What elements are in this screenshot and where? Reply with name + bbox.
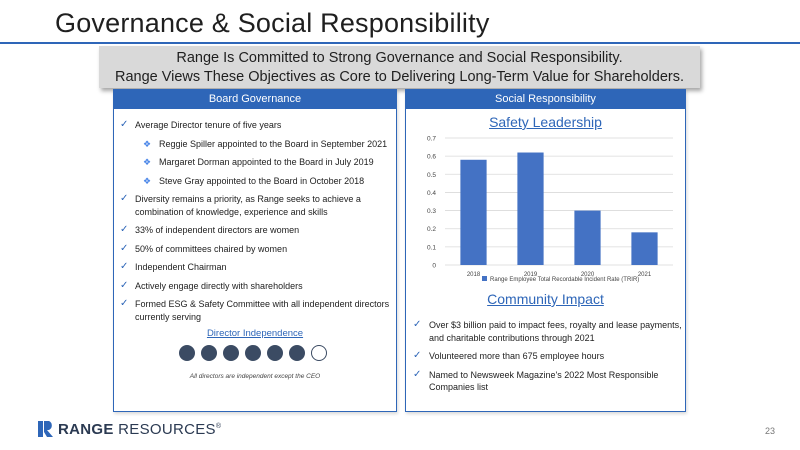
x-tick-label: 2019: [524, 272, 538, 278]
board-governance-panel: Board Governance ✓ Average Director tenu…: [113, 89, 397, 412]
check-icon: ✓: [120, 119, 129, 130]
appointment-text: Reggie Spiller appointed to the Board in…: [159, 138, 388, 149]
page-number: 23: [764, 426, 775, 436]
social-responsibility-panel: Social Responsibility Safety Leadership …: [405, 89, 686, 412]
community-item: ✓ Named to Newsweek Magazine's 2022 Most …: [406, 369, 685, 394]
check-icon: ✓: [120, 242, 129, 254]
appointment-item: ❖ Reggie Spiller appointed to the Board i…: [114, 138, 392, 151]
bar: [517, 152, 544, 265]
governance-text: Independent Chairman: [135, 262, 227, 272]
check-icon: ✓: [413, 368, 422, 380]
title-rule: [0, 42, 800, 44]
banner-line-1: Range Is Committed to Strong Governance …: [176, 50, 623, 66]
y-tick-label: 0.5: [427, 172, 436, 179]
social-responsibility-header: Social Responsibility: [406, 90, 685, 109]
governance-item: ✓ Diversity remains a priority, as Range …: [114, 193, 392, 218]
trir-chart: 0 0.1 0.2 0.3 0.4 0.5 0.6 0.7 2018 2019 2020 2021 Ra…: [411, 132, 681, 292]
tenure-item: ✓ Average Director tenure of five years: [114, 119, 392, 132]
appointment-text: Margaret Dorman appointed to the Board i…: [159, 157, 374, 167]
governance-item: ✓ Formed ESG & Safety Committee with all …: [114, 298, 392, 323]
range-resources-logo: RANGE RESOURCES®: [37, 420, 221, 438]
logo-registered: ®: [215, 422, 222, 430]
appointment-text: Steve Gray appointed to the Board in Oct…: [159, 175, 365, 186]
check-icon: ✓: [120, 298, 129, 309]
logo-text-bold: RANGE: [58, 420, 114, 438]
check-icon: ✓: [120, 193, 129, 204]
x-tick-label: 2018: [467, 272, 481, 278]
non-independent-director-dot: [311, 345, 327, 361]
x-tick-label: 2020: [581, 272, 595, 278]
check-icon: ✓: [120, 279, 129, 291]
diamond-icon: ❖: [143, 157, 152, 167]
logo-text-rest: RESOURCES: [113, 420, 216, 438]
bar: [631, 232, 658, 265]
safety-leadership-title: Safety Leadership: [489, 114, 602, 130]
community-item: ✓ Volunteered more than 675 employee hour…: [406, 350, 685, 363]
director-independence-dots: [179, 345, 327, 361]
diamond-icon: ❖: [143, 138, 152, 149]
governance-text: Diversity remains a priority, as Range s…: [135, 194, 361, 217]
governance-item: ✓ 50% of committees chaired by women: [114, 243, 392, 256]
board-governance-header: Board Governance: [114, 90, 396, 109]
bar: [460, 159, 487, 265]
y-tick-label: 0.7: [427, 136, 436, 143]
governance-text: 33% of independent directors are women: [135, 225, 300, 235]
independent-director-dot: [179, 345, 195, 361]
slide-title: Governance & Social Responsibility: [55, 8, 490, 38]
community-impact-title: Community Impact: [487, 291, 604, 307]
appointment-item: ❖ Margaret Dorman appointed to the Board …: [114, 156, 392, 169]
y-tick-label: 0.6: [427, 154, 436, 161]
y-tick-label: 0.4: [427, 190, 436, 197]
independent-director-dot: [289, 345, 305, 361]
bar: [574, 210, 601, 265]
independent-director-dot: [245, 345, 261, 361]
independent-director-dot: [267, 345, 283, 361]
independent-director-dot: [201, 345, 217, 361]
legend-label: Range Employee Total Recordable Incident…: [490, 277, 639, 283]
director-independence-title: Director Independence: [206, 328, 304, 339]
governance-item: ✓ Actively engage directly with sharehold…: [114, 280, 392, 293]
trir-chart-svg: 0 0.1 0.2 0.3 0.4 0.5 0.6 0.7 2018 2019 2020 2021Ra…: [427, 136, 673, 283]
y-tick-label: 0.2: [427, 226, 436, 233]
banner: Range Is Committed to Strong Governance …: [99, 46, 700, 88]
check-icon: ✓: [413, 319, 422, 330]
community-item: ✓ Over $3 billion paid to impact fees, ro…: [406, 319, 685, 344]
y-tick-label: 0.3: [427, 208, 436, 215]
community-text: Over $3 billion paid to impact fees, roy…: [429, 320, 682, 343]
y-tick-label: 0.1: [427, 244, 436, 251]
diamond-icon: ❖: [143, 175, 152, 186]
governance-text: Actively engage directly with shareholde…: [135, 280, 303, 291]
governance-item: ✓ Independent Chairman: [114, 261, 392, 274]
logo-text: RANGE RESOURCES®: [58, 421, 221, 438]
check-icon: ✓: [120, 261, 129, 272]
check-icon: ✓: [413, 350, 422, 361]
governance-text: 50% of committees chaired by women: [135, 243, 288, 254]
x-tick-label: 2021: [638, 272, 652, 278]
community-text: Volunteered more than 675 employee hours: [429, 351, 605, 361]
director-independence-caption: All directors are independent except the…: [189, 373, 321, 380]
independent-director-dot: [223, 345, 239, 361]
appointment-item: ❖ Steve Gray appointed to the Board in Oc…: [114, 175, 392, 188]
tenure-text: Average Director tenure of five years: [135, 120, 282, 130]
banner-line-2: Range Views These Objectives as Core to …: [114, 69, 684, 85]
y-tick-label: 0: [432, 263, 436, 270]
range-logo-icon: [38, 421, 53, 437]
community-text: Named to Newsweek Magazine's 2022 Most R…: [429, 369, 659, 393]
governance-item: ✓ 33% of independent directors are women: [114, 224, 392, 237]
governance-text: Formed ESG & Safety Committee with all i…: [135, 299, 390, 322]
check-icon: ✓: [120, 224, 129, 235]
legend-swatch: [482, 276, 487, 281]
